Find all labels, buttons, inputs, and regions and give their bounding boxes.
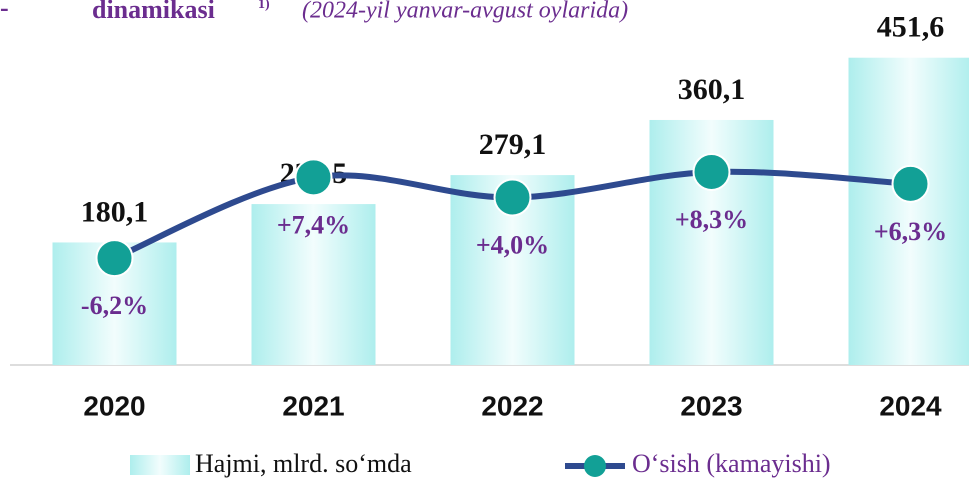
bar [848, 57, 969, 366]
x-tick-label: 2020 [83, 390, 145, 421]
growth-marker [891, 164, 930, 203]
legend-label: O‘sish (kamayishi) [632, 449, 831, 478]
growth-marker [493, 178, 532, 217]
growth-marker [692, 152, 731, 191]
growth-label: -6,2% [81, 291, 148, 320]
growth-label: +4,0% [476, 230, 549, 259]
legend: Hajmi, mlrd. so‘mda O‘sish (kamayishi) [130, 449, 831, 478]
growth-marker [95, 239, 134, 278]
growth-label: +8,3% [675, 205, 748, 234]
bar-value-label: 360,1 [678, 73, 746, 106]
chart-title: dinamikasi [92, 0, 215, 24]
growth-label: +7,4% [277, 210, 350, 239]
bar-value-label: 451,6 [877, 11, 945, 44]
x-tick-label: 2023 [680, 390, 742, 421]
legend-marker-swatch [584, 455, 606, 477]
chart-subtitle: (2024-yil yanvar-avgust oylarida) [302, 0, 628, 24]
growth-marker [294, 158, 333, 197]
legend-label: Hajmi, mlrd. so‘mda [195, 449, 412, 478]
x-tick-label: 2024 [879, 390, 942, 421]
title-fragment-mark: - [0, 0, 9, 22]
bar-value-label: 279,1 [479, 128, 547, 161]
growth-label: +6,3% [874, 217, 947, 246]
bar-value-label: 180,1 [81, 195, 149, 228]
x-tick-label: 2021 [282, 390, 344, 421]
bar [251, 204, 376, 365]
title-footnote: 1) [258, 0, 270, 12]
x-tick-label: 2022 [481, 390, 543, 421]
legend-bar-swatch [130, 455, 190, 475]
